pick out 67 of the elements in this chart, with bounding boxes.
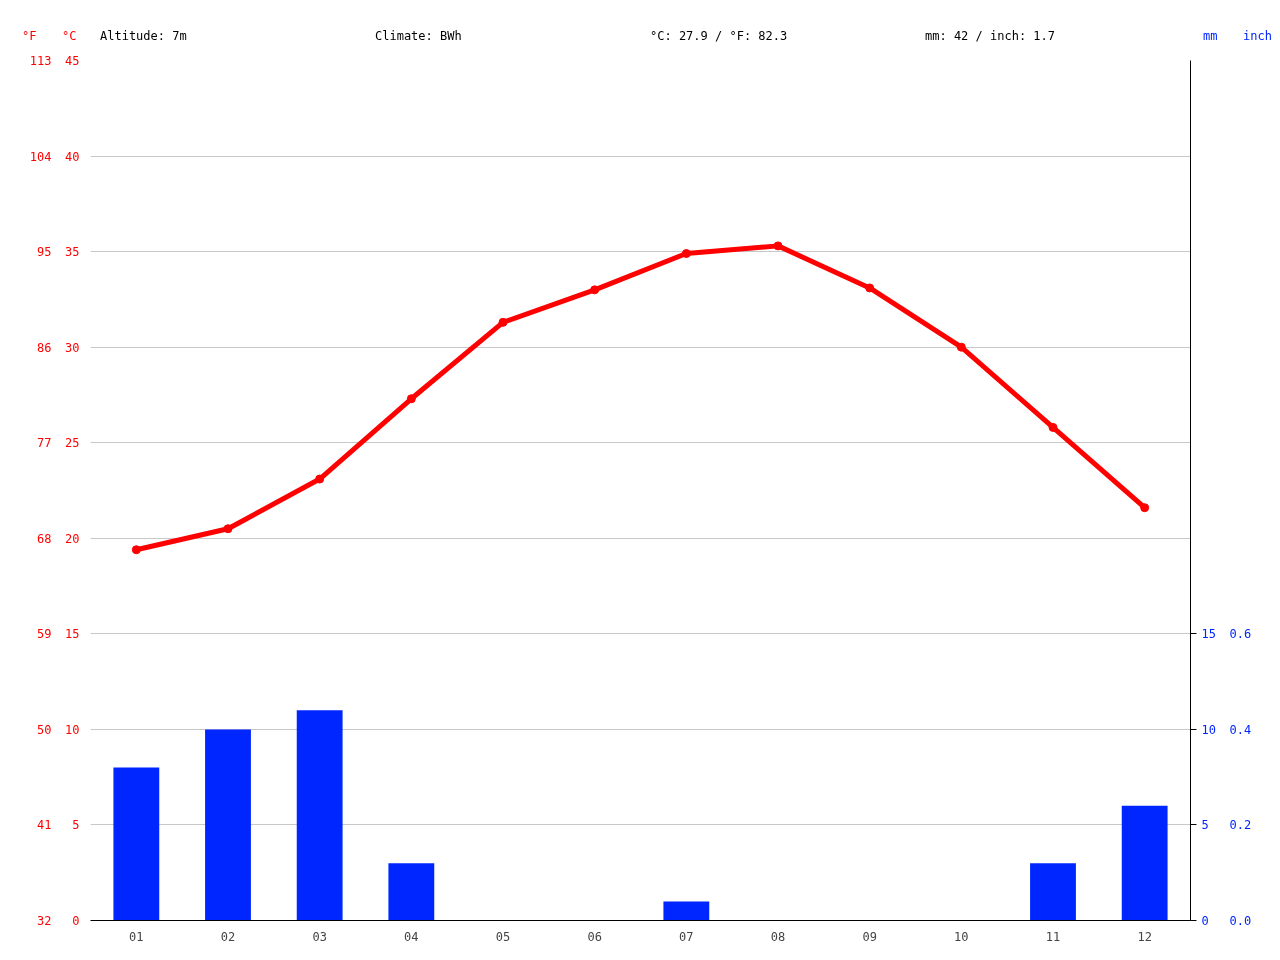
y2-tick-label: 95 [37,245,52,260]
point [1140,503,1150,513]
y3-tick-label: 5 [1201,818,1209,833]
y3-tick-label: 15 [1201,627,1216,642]
y-tick-label: 35 [65,245,80,260]
y-tick-label: 40 [65,149,80,164]
y2-tick-label: 59 [37,627,52,642]
y2-tick-label: 32 [37,914,52,928]
text: 0.2 [1229,818,1252,833]
text: 0.4 [1229,722,1252,737]
y2-tick-label: 41 [37,818,52,833]
point [406,394,416,404]
bar [663,901,710,921]
text: °C: 27.9 / °F: 82.3 [650,28,788,45]
point [315,474,325,484]
y2-tick-label: 50 [37,722,52,737]
y-tick-label: 45 [65,54,80,68]
x-tick-label: 09 [862,929,877,944]
y2-tick-label: 77 [37,436,52,451]
y3-axis-title: mm [1203,28,1218,45]
x-tick-label: 02 [220,929,236,944]
bar [388,863,435,921]
point [681,249,691,259]
point [773,241,783,251]
y-tick-label: 0 [72,914,80,928]
y3-tick-label: 10 [1201,722,1216,737]
y3-tick-label: 0 [1201,914,1209,928]
point [223,524,233,534]
x-tick-label: 11 [1045,929,1061,944]
point [956,342,966,352]
bar [113,767,160,921]
y2-axis-title: °F [22,28,37,45]
y-tick-label: 20 [65,531,80,546]
point [865,283,875,293]
point [498,317,508,327]
text: 0.6 [1229,627,1252,642]
bar [205,729,251,921]
x-tick-label: 08 [770,929,786,944]
text: inch [1243,28,1272,45]
y-tick-label: 10 [65,722,80,737]
y-tick-label: 30 [65,340,80,355]
x-tick-label: 05 [495,929,511,944]
point [131,545,141,555]
text: 0.0 [1229,914,1252,928]
y-tick-label: 25 [65,436,80,451]
y2-tick-label: 68 [37,531,52,546]
y2-tick-label: 104 [29,149,52,164]
bar [296,710,343,921]
x-tick-label: 06 [587,929,602,944]
bar [1030,863,1076,921]
y2-tick-label: 86 [37,340,52,355]
x-tick-label: 07 [679,929,694,944]
x-tick-label: 01 [129,929,144,944]
x-tick-label: 04 [404,929,419,944]
text: Altitude: 7m [100,28,187,45]
x-tick-label: 03 [312,929,327,944]
point [1048,422,1058,432]
y2-tick-label: 113 [29,54,52,68]
x-tick-label: 12 [1137,929,1152,944]
y-tick-label: 15 [65,627,80,642]
point [590,285,600,295]
text: mm: 42 / inch: 1.7 [925,28,1056,45]
bar [1121,805,1168,921]
y-axis-title: °C [62,28,77,45]
y-tick-label: 5 [72,818,80,833]
text: Climate: BWh [375,28,462,45]
x-tick-label: 10 [954,929,969,944]
